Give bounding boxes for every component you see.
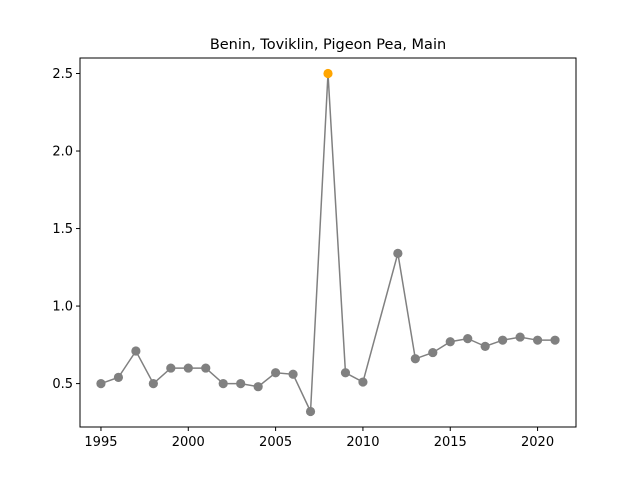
x-tick-label: 1995 — [84, 435, 117, 450]
data-point — [305, 406, 316, 417]
data-point — [96, 378, 106, 389]
x-tick-label: 2005 — [259, 435, 292, 450]
y-tick-label: 1.5 — [52, 222, 73, 237]
data-point — [183, 363, 193, 373]
highlight-point — [323, 68, 333, 79]
data-point — [393, 248, 403, 258]
series-line — [100, 73, 556, 412]
data-point — [236, 378, 246, 389]
data-point — [288, 369, 298, 379]
data-point — [340, 368, 351, 378]
data-point — [148, 378, 158, 389]
data-point — [113, 372, 124, 382]
y-tick-label: 2.5 — [52, 67, 73, 82]
data-point — [201, 363, 211, 373]
data-point — [515, 332, 525, 342]
y-tick-label: 1.0 — [52, 300, 73, 315]
x-tick-label: 2010 — [346, 435, 379, 450]
plot-frame — [79, 57, 577, 428]
data-point — [463, 334, 473, 344]
data-point — [532, 335, 543, 345]
data-point — [271, 368, 281, 378]
y-tick-label: 0.5 — [52, 377, 73, 392]
plot-area: 1995 2000 2005 2010 2015 2020 0.5 1.0 1.5 2.0 2.5 — [52, 67, 560, 450]
data-point — [428, 347, 438, 358]
data-point — [218, 378, 228, 389]
data-point — [410, 354, 420, 364]
data-point — [480, 341, 490, 351]
data-point — [131, 346, 141, 356]
data-point — [166, 363, 176, 373]
x-tick-label: 2000 — [172, 435, 205, 450]
x-tick-label: 2015 — [434, 435, 467, 450]
chart-title: Benin, Toviklin, Pigeon Pea, Main — [210, 37, 446, 53]
data-point — [253, 382, 263, 392]
data-point — [445, 337, 455, 347]
data-point — [358, 377, 368, 387]
data-point — [498, 335, 508, 345]
y-tick-label: 2.0 — [52, 145, 73, 160]
x-tick-label: 2020 — [521, 435, 554, 450]
data-point — [550, 335, 560, 345]
